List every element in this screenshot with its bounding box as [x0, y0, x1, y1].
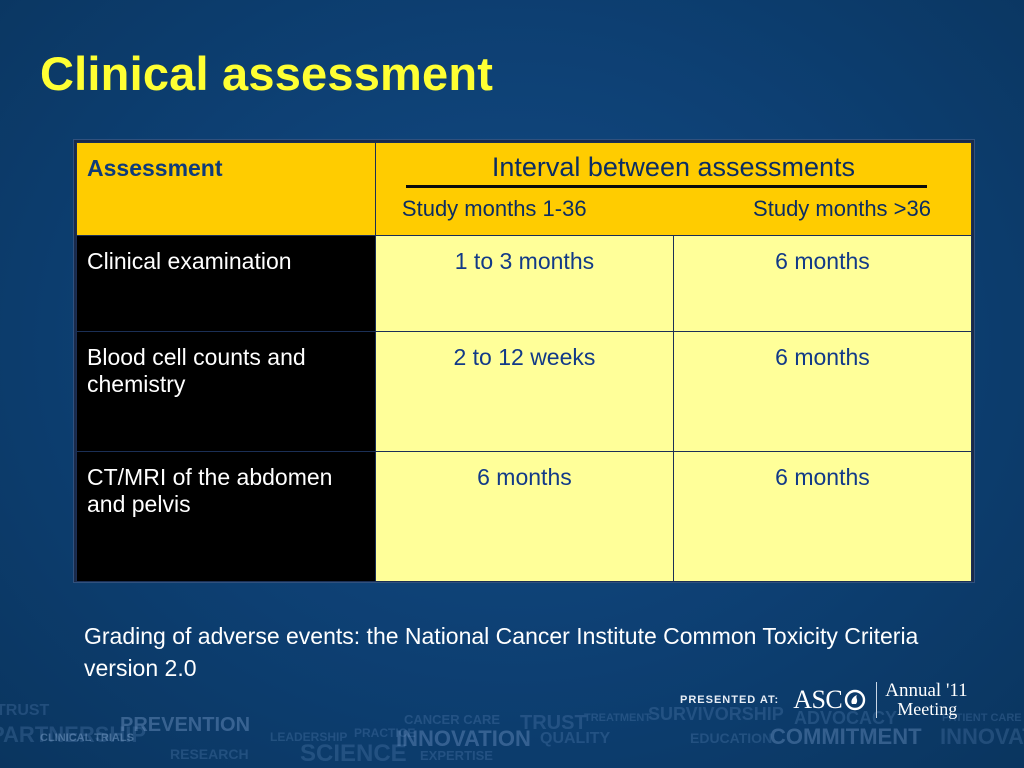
- watermark-word: EXPERTISE: [420, 748, 493, 763]
- meeting-line-2: Meeting: [885, 700, 967, 719]
- watermark-word: RESEARCH: [170, 746, 249, 762]
- watermark-word: SCIENCE: [300, 740, 407, 768]
- table-cell: 6 months: [673, 332, 971, 452]
- meeting-line-1: Annual '11: [885, 681, 967, 700]
- footnote: Grading of adverse events: the National …: [84, 620, 964, 684]
- table-cell: 6 months: [673, 452, 971, 582]
- presented-at-label: PRESENTED AT:: [680, 694, 779, 706]
- interval-title: Interval between assessments: [386, 151, 961, 183]
- table-cell: 2 to 12 weeks: [375, 332, 673, 452]
- header-assessment: Assessment: [77, 143, 376, 236]
- watermark-word: EDUCATION: [690, 730, 772, 746]
- table-row: Clinical examination 1 to 3 months 6 mon…: [77, 236, 972, 332]
- table-row: Blood cell counts and chemistry 2 to 12 …: [77, 332, 972, 452]
- watermark-word: PREVENTION: [120, 714, 250, 737]
- logo-divider: [876, 682, 877, 718]
- row-label: CT/MRI of the abdomen and pelvis: [77, 452, 376, 582]
- watermark-word: LEADERSHIP: [270, 730, 347, 744]
- table-cell: 6 months: [375, 452, 673, 582]
- annual-meeting-label: Annual '11 Meeting: [885, 681, 967, 719]
- assessment-table: Assessment Interval between assessments …: [74, 140, 974, 582]
- subheader-months-over-36: Study months >36: [753, 196, 931, 222]
- asco-annual-meeting-logo: PRESENTED AT: ASC Annual '11 Meeting: [680, 678, 980, 722]
- asco-logo: ASC: [793, 685, 866, 715]
- table-cell: 6 months: [673, 236, 971, 332]
- subheader-months-1-36: Study months 1-36: [402, 196, 587, 222]
- watermark-word: TRUST: [0, 702, 49, 720]
- watermark-word: TREATMENT: [584, 712, 651, 724]
- interval-underline: [406, 185, 927, 188]
- asco-wordmark: ASC: [793, 685, 842, 715]
- watermark-word: INNOVATION: [940, 724, 1024, 750]
- row-label: Blood cell counts and chemistry: [77, 332, 376, 452]
- row-label: Clinical examination: [77, 236, 376, 332]
- watermark-word: CLINICAL TRIALS: [40, 732, 134, 744]
- watermark-word: QUALITY: [540, 730, 610, 748]
- watermark-word: COMMITMENT: [770, 724, 922, 750]
- table-row: CT/MRI of the abdomen and pelvis 6 month…: [77, 452, 972, 582]
- slide-title: Clinical assessment: [40, 46, 493, 101]
- asco-flame-icon: [844, 689, 866, 711]
- header-interval: Interval between assessments Study month…: [375, 143, 971, 236]
- table-cell: 1 to 3 months: [375, 236, 673, 332]
- watermark-word: CANCER CARE: [404, 712, 500, 727]
